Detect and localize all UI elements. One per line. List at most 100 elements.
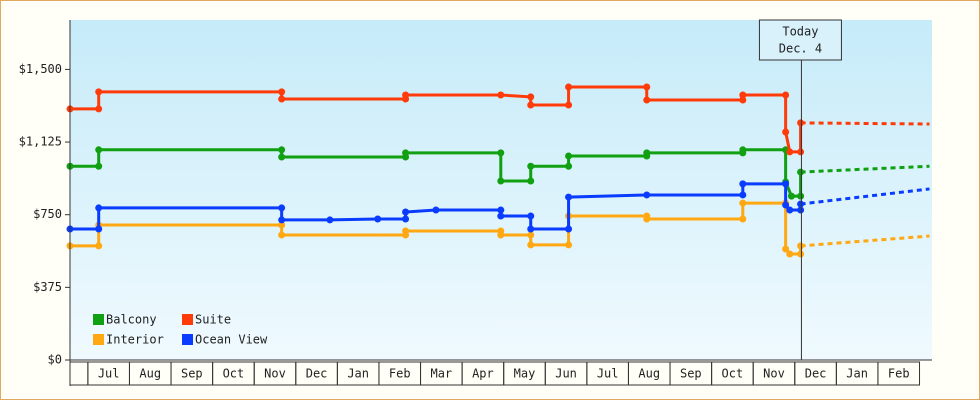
data-point (95, 242, 103, 250)
data-point (402, 215, 410, 223)
legend-label: Balcony (106, 313, 157, 327)
data-point (739, 199, 747, 207)
data-point (497, 91, 505, 99)
x-tick-label: Sep (181, 367, 203, 381)
forecast-line (800, 164, 930, 174)
y-tick-label: $750 (33, 207, 62, 221)
series-line (70, 148, 803, 198)
data-point (797, 250, 805, 258)
data-point (527, 101, 535, 109)
x-tick-label: Oct (722, 367, 744, 381)
today-label: Dec. 4 (779, 42, 822, 56)
x-tick-label: May (514, 367, 536, 381)
data-point (95, 105, 103, 113)
data-point (739, 91, 747, 99)
x-tick-label: Mar (430, 367, 452, 381)
x-tick-label: Jun (555, 367, 577, 381)
x-tick-label: Aug (139, 367, 161, 381)
data-point (95, 204, 103, 212)
forecast-line (800, 187, 930, 206)
data-point (527, 212, 535, 220)
data-point (527, 225, 535, 233)
y-tick-label: $1,500 (19, 62, 62, 76)
data-point (797, 168, 805, 176)
data-point (278, 88, 286, 96)
y-tick-label: $0 (48, 353, 62, 367)
data-point (374, 215, 382, 223)
data-point (527, 162, 535, 170)
data-point (782, 180, 790, 188)
data-point (786, 148, 794, 156)
data-point (797, 148, 805, 156)
data-point (497, 177, 505, 185)
data-point (739, 215, 747, 223)
data-point (643, 215, 651, 223)
data-point (497, 206, 505, 214)
data-point (278, 204, 286, 212)
data-point (278, 231, 286, 239)
data-point (739, 191, 747, 199)
data-point (786, 206, 794, 214)
data-point (278, 216, 286, 224)
data-point (643, 191, 651, 199)
data-point (497, 212, 505, 220)
data-point (527, 93, 535, 101)
data-point (787, 192, 795, 200)
today-box (758, 19, 842, 61)
today-label: Today (782, 25, 818, 39)
x-tick-label: Dec (306, 367, 328, 381)
data-point (95, 146, 103, 154)
data-point (797, 192, 805, 200)
data-point (643, 96, 651, 104)
forecast-line (800, 121, 930, 126)
data-point (565, 193, 573, 201)
legend-label: Interior (106, 333, 164, 347)
x-tick-label: Jul (98, 367, 120, 381)
x-tick-label: Feb (389, 367, 411, 381)
legend-label: Ocean View (195, 333, 268, 347)
legend-swatch (182, 334, 193, 345)
data-point (497, 231, 505, 239)
data-point (402, 149, 410, 157)
data-point (643, 83, 651, 91)
legend-swatch (93, 314, 104, 325)
data-point (565, 162, 573, 170)
legend-label: Suite (195, 313, 231, 327)
y-tick-label: $1,125 (19, 135, 62, 149)
data-point (565, 225, 573, 233)
x-tick-label: Apr (472, 367, 494, 381)
data-point (527, 231, 535, 239)
legend-swatch (93, 334, 104, 345)
x-tick-label: Nov (264, 367, 286, 381)
data-point (527, 177, 535, 185)
data-point (797, 206, 805, 214)
x-tick-label: Aug (638, 367, 660, 381)
data-point (797, 119, 805, 127)
x-tick-label: Oct (223, 367, 245, 381)
data-point (739, 180, 747, 188)
data-point (402, 227, 410, 235)
y-tick-label: $375 (33, 280, 62, 294)
data-point (565, 83, 573, 91)
data-point (565, 241, 573, 249)
data-point (326, 216, 334, 224)
data-point (527, 241, 535, 249)
data-point (95, 162, 103, 170)
x-tick-label: Jan (347, 367, 369, 381)
data-point (402, 91, 410, 99)
x-tick-label: Dec (805, 367, 827, 381)
data-point (432, 206, 440, 214)
legend-swatch (182, 314, 193, 325)
data-point (95, 225, 103, 233)
data-point (782, 201, 790, 209)
data-point (782, 245, 790, 253)
data-point (739, 146, 747, 154)
forecast-line (800, 234, 930, 248)
x-tick-cell (877, 361, 921, 386)
data-point (278, 146, 286, 154)
data-point (497, 149, 505, 157)
data-point (278, 95, 286, 103)
data-point (565, 152, 573, 160)
data-point (782, 128, 790, 136)
